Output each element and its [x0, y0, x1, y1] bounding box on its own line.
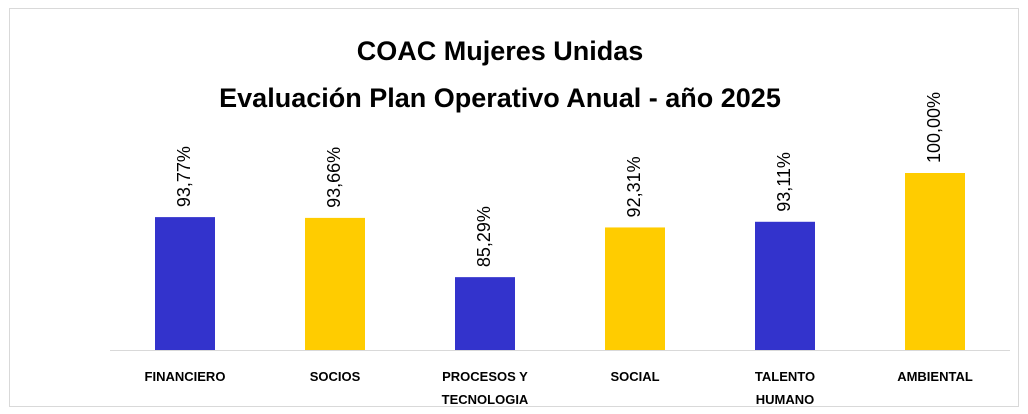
- bar: [455, 277, 515, 350]
- bar: [605, 227, 665, 350]
- data-label: 100,00%: [924, 92, 944, 163]
- data-label: 93,77%: [174, 146, 194, 207]
- data-label: 93,11%: [774, 152, 794, 212]
- bar: [155, 217, 215, 350]
- data-label: 93,66%: [324, 147, 344, 208]
- x-tick-label: PROCESOS Y TECNOLOGIA: [441, 369, 529, 407]
- bar: [305, 217, 365, 350]
- data-label: 85,29%: [474, 206, 494, 267]
- data-label: 92,31%: [624, 156, 644, 217]
- bar: [905, 173, 965, 350]
- x-tick-label: FINANCIERO: [144, 369, 226, 384]
- x-tick-label: SOCIOS: [309, 369, 361, 384]
- x-tick-label: SOCIAL: [610, 369, 660, 384]
- bar: [755, 221, 815, 350]
- x-tick-label: TALENTO HUMANO: [754, 369, 816, 407]
- chart-subtitle: Evaluación Plan Operativo Anual - año 20…: [219, 83, 781, 113]
- x-tick-label: AMBIENTAL: [897, 369, 973, 384]
- chart-title: COAC Mujeres Unidas: [357, 36, 644, 66]
